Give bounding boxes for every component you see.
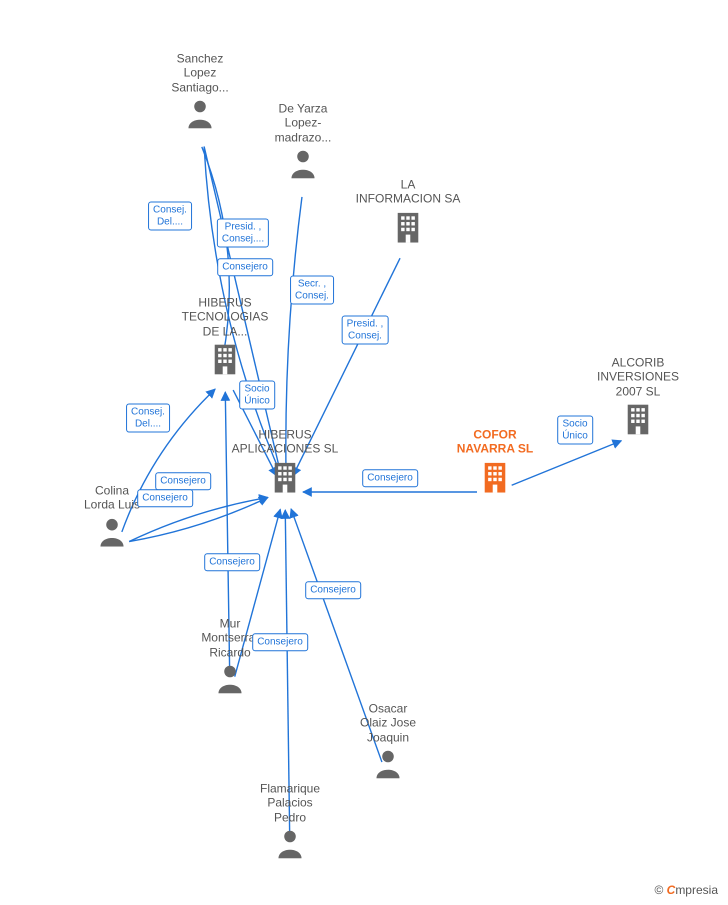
person-icon [175,664,285,694]
edge-label[interactable]: Secr. , Consej. [290,276,334,305]
person-icon [235,829,345,859]
person-icon [57,516,167,546]
edge-label[interactable]: Socio Único [557,416,593,445]
edge-label[interactable]: Consejero [137,489,193,507]
edge-label[interactable]: Consejero [155,472,211,490]
node-label: Sanchez Lopez Santiago... [145,51,255,94]
node-mur[interactable]: Mur Montserrat Ricardo [175,616,285,693]
person-icon [333,749,443,779]
edge-label[interactable]: Presid. , Consej. [342,316,389,345]
building-icon [170,343,280,375]
node-label: De Yarza Lopez- madrazo... [248,101,358,144]
node-alcorib[interactable]: ALCORIB INVERSIONES 2007 SL [583,355,693,434]
node-lainfo[interactable]: LA INFORMACION SA [353,178,463,243]
node-label: ALCORIB INVERSIONES 2007 SL [583,355,693,398]
edge-label[interactable]: Presid. , Consej.... [217,219,269,248]
diagram-canvas: Sanchez Lopez Santiago... De Yarza Lopez-… [0,0,728,905]
edge-label[interactable]: Consej. Del.... [126,404,170,433]
node-label: HIBERUS TECNOLOGIAS DE LA... [170,295,280,338]
building-icon [230,460,340,492]
node-deyarza[interactable]: De Yarza Lopez- madrazo... [248,101,358,178]
edge-label[interactable]: Consej. Del.... [148,202,192,231]
edge-label[interactable]: Consejero [252,633,308,651]
node-sanchez[interactable]: Sanchez Lopez Santiago... [145,51,255,128]
node-label: HIBERUS APLICACIONES SL [230,428,340,457]
node-label: LA INFORMACION SA [353,178,463,207]
node-hiberustec[interactable]: HIBERUS TECNOLOGIAS DE LA... [170,295,280,374]
copyright: © Cmpresia [654,883,718,897]
edge-label[interactable]: Consejero [204,553,260,571]
copyright-text: mpresia [675,883,718,897]
edge-label[interactable]: Consejero [362,469,418,487]
copyright-initial: C [667,883,676,897]
building-icon [440,460,550,492]
node-label: Flamarique Palacios Pedro [235,781,345,824]
edge-label[interactable]: Consejero [305,581,361,599]
edge-label[interactable]: Consejero [217,258,273,276]
node-osacar[interactable]: Osacar Olaiz Jose Joaquin [333,701,443,778]
person-icon [145,99,255,129]
person-icon [248,149,358,179]
node-label: COFOR NAVARRA SL [440,428,550,457]
node-cofor[interactable]: COFOR NAVARRA SL [440,428,550,493]
node-hiberusapl[interactable]: HIBERUS APLICACIONES SL [230,428,340,493]
node-label: Osacar Olaiz Jose Joaquin [333,701,443,744]
building-icon [583,403,693,435]
building-icon [353,210,463,242]
node-flamarique[interactable]: Flamarique Palacios Pedro [235,781,345,858]
edge-label[interactable]: Socio Único [239,381,275,410]
